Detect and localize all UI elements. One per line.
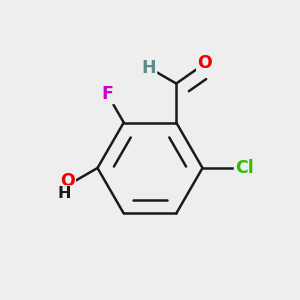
Text: H: H [57,186,71,201]
Text: H: H [141,59,156,77]
Text: Cl: Cl [235,159,254,177]
Text: F: F [101,85,113,103]
Text: O: O [197,54,212,72]
Text: O: O [60,172,75,190]
